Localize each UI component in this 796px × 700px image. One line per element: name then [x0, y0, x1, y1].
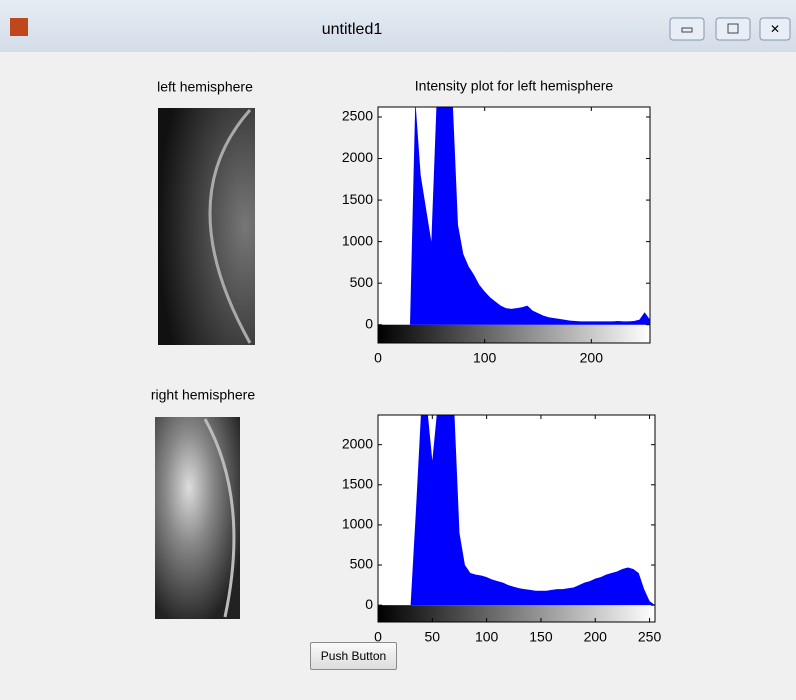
push-button[interactable]: Push Button	[310, 642, 397, 670]
y-tick-label: 1000	[342, 516, 373, 532]
y-tick-label: 2500	[342, 108, 373, 124]
x-tick-label: 150	[529, 629, 553, 645]
x-tick-label: 200	[584, 629, 608, 645]
maximize-button[interactable]	[715, 17, 751, 41]
x-tick-label: 250	[638, 629, 662, 645]
close-glyph: ✕	[770, 22, 780, 36]
y-tick-label: 2000	[342, 435, 373, 451]
y-tick-label: 0	[365, 596, 373, 612]
x-tick-label: 0	[374, 629, 382, 645]
axes-box	[377, 106, 651, 344]
window-title: untitled1	[322, 21, 383, 38]
colorbar	[378, 605, 655, 622]
x-tick-label: 50	[425, 629, 441, 645]
y-tick-label: 500	[350, 274, 374, 290]
close-button[interactable]	[759, 17, 791, 41]
chart-title: Intensity plot for left hemisphere	[415, 78, 614, 94]
y-tick-label: 1000	[342, 232, 373, 248]
y-tick-label: 0	[365, 315, 373, 331]
x-tick-label: 0	[374, 350, 382, 366]
axes-box	[377, 414, 656, 623]
image-label: left hemisphere	[157, 79, 253, 95]
minimize-button[interactable]	[669, 17, 705, 41]
x-tick-label: 200	[580, 350, 604, 366]
y-tick-label: 500	[350, 556, 374, 572]
x-tick-label: 100	[475, 629, 499, 645]
image-detail	[208, 109, 252, 344]
app-icon	[10, 18, 28, 36]
x-tick-label: 100	[473, 350, 497, 366]
y-tick-label: 1500	[342, 191, 373, 207]
plot-clip	[378, 107, 650, 343]
histogram-area	[378, 415, 655, 606]
image-label: right hemisphere	[151, 387, 255, 403]
maximize-glyph	[727, 23, 739, 34]
brain-image	[155, 417, 240, 619]
minimize-glyph	[681, 27, 693, 33]
plot-clip	[378, 415, 655, 622]
colorbar	[378, 324, 650, 343]
y-tick-label: 2000	[342, 149, 373, 165]
title-bar	[0, 0, 796, 52]
histogram-area	[378, 107, 650, 325]
brain-image	[158, 108, 255, 345]
y-tick-label: 1500	[342, 476, 373, 492]
image-detail	[203, 418, 236, 618]
